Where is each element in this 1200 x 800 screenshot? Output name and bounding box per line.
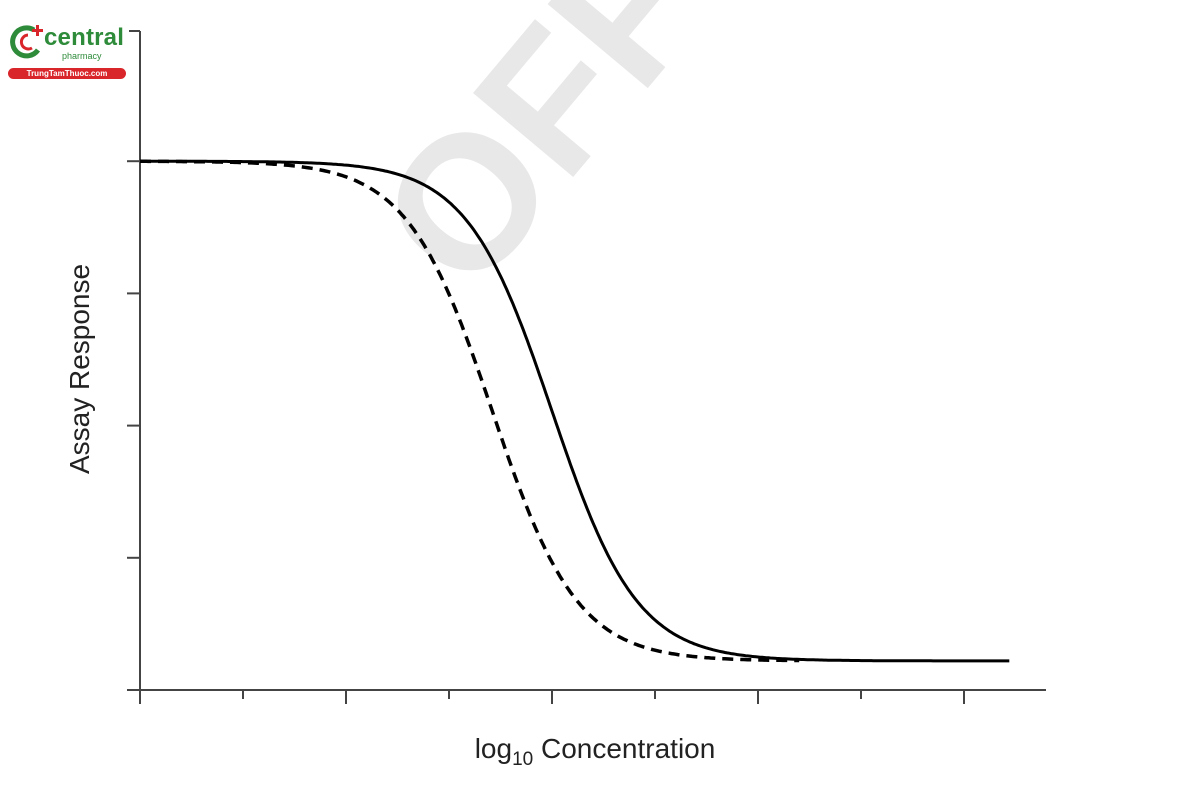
logo-site-badge: TrungTamThuoc.com (8, 68, 126, 79)
x-axis-label-rest: Concentration (533, 733, 716, 764)
logo-brand-text: central (44, 24, 125, 51)
svg-text:OFF: OFF (339, 0, 746, 326)
central-pharmacy-logo-icon (10, 25, 43, 59)
curves (140, 159, 1010, 663)
y-axis-label: Assay Response (64, 263, 95, 475)
solid-curve (140, 159, 1010, 663)
dashed-curve (140, 159, 800, 663)
x-axis-label: log10 Concentration (475, 733, 716, 771)
watermark: OFF (339, 0, 746, 326)
x-axis-label-log: log (474, 733, 513, 764)
logo-sub-text: pharmacy (62, 51, 102, 61)
x-axis-label-sub: 10 (512, 749, 534, 770)
central-pharmacy-logo: central pharmacy TrungTamThuoc.com (8, 22, 128, 82)
axes (127, 30, 1046, 704)
